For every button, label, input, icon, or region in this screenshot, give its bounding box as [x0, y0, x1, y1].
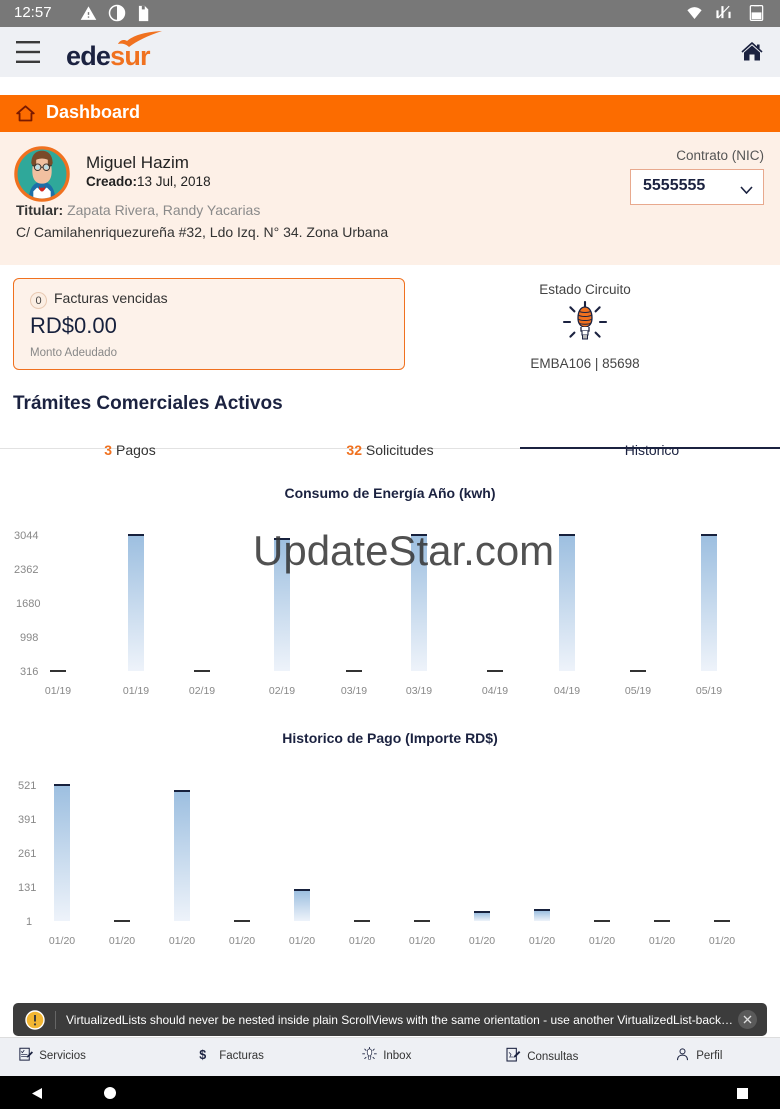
svg-text:$: $ — [199, 1048, 206, 1062]
